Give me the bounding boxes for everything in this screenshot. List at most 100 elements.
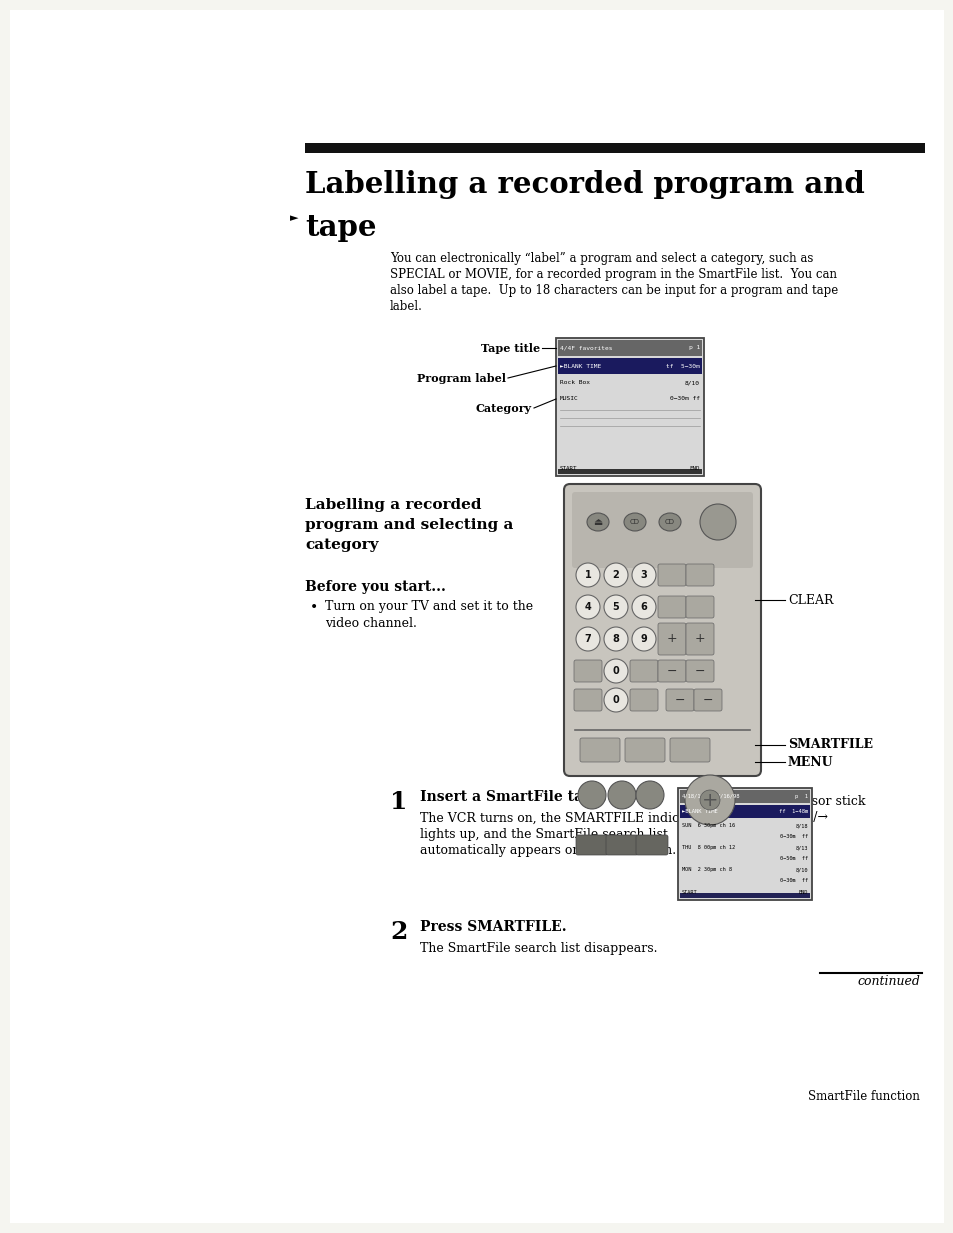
Text: 0−50m  ff: 0−50m ff [779, 857, 807, 862]
Text: 1: 1 [584, 570, 591, 580]
FancyBboxPatch shape [629, 660, 658, 682]
FancyBboxPatch shape [563, 485, 760, 776]
Text: video channel.: video channel. [325, 616, 416, 630]
Text: 8: 8 [612, 634, 618, 644]
Circle shape [578, 780, 605, 809]
Circle shape [631, 628, 656, 651]
Text: ►BLANK TIME: ►BLANK TIME [559, 364, 600, 369]
Circle shape [603, 658, 627, 683]
Text: −: − [666, 665, 677, 677]
Text: 8/10: 8/10 [795, 868, 807, 873]
Text: •: • [310, 600, 318, 614]
Ellipse shape [586, 513, 608, 531]
Text: SUN  6 30pm ch 16: SUN 6 30pm ch 16 [681, 824, 735, 829]
Text: p 1: p 1 [688, 345, 700, 350]
FancyBboxPatch shape [636, 835, 667, 854]
Text: 0−30m  ff: 0−30m ff [779, 878, 807, 884]
Circle shape [603, 563, 627, 587]
Text: Labelling a recorded: Labelling a recorded [305, 498, 481, 512]
Circle shape [603, 688, 627, 711]
Text: CLEAR: CLEAR [787, 593, 833, 607]
Text: 0: 0 [612, 666, 618, 676]
Text: 8/10: 8/10 [684, 381, 700, 386]
FancyBboxPatch shape [693, 689, 721, 711]
Text: 4: 4 [584, 602, 591, 612]
Text: Rock Box: Rock Box [559, 381, 589, 386]
Circle shape [631, 563, 656, 587]
FancyBboxPatch shape [658, 623, 685, 655]
Bar [679, 805, 809, 817]
Text: MENU: MENU [787, 756, 833, 768]
Text: 9: 9 [640, 634, 647, 644]
Text: p  1: p 1 [794, 794, 807, 799]
Circle shape [607, 780, 636, 809]
Text: THU  8 00pm ch 12: THU 8 00pm ch 12 [681, 846, 735, 851]
Text: Cursor stick: Cursor stick [787, 795, 864, 808]
Text: Turn on your TV and set it to the: Turn on your TV and set it to the [325, 600, 533, 613]
FancyBboxPatch shape [579, 739, 619, 762]
FancyBboxPatch shape [685, 563, 713, 586]
Text: OK: OK [787, 827, 807, 840]
Bar [678, 788, 811, 900]
Text: The VCR turns on, the SMARTFILE indicator: The VCR turns on, the SMARTFILE indicato… [419, 813, 704, 825]
FancyBboxPatch shape [669, 739, 709, 762]
Bar [558, 340, 701, 356]
Text: automatically appears on the TV screen.: automatically appears on the TV screen. [419, 845, 676, 857]
Text: 2: 2 [390, 920, 407, 944]
Bar [558, 469, 701, 473]
Circle shape [603, 628, 627, 651]
Text: 4/4F favorites: 4/4F favorites [559, 345, 612, 350]
Text: Tape title: Tape title [480, 343, 539, 354]
Text: 8/13: 8/13 [795, 846, 807, 851]
FancyBboxPatch shape [685, 596, 713, 618]
Text: 1: 1 [390, 790, 407, 814]
Text: END: END [798, 889, 807, 894]
Ellipse shape [623, 513, 645, 531]
Circle shape [576, 628, 599, 651]
Text: CD: CD [629, 519, 639, 525]
FancyBboxPatch shape [576, 835, 607, 854]
Text: also label a tape.  Up to 18 characters can be input for a program and tape: also label a tape. Up to 18 characters c… [390, 284, 838, 297]
Text: 6: 6 [640, 602, 647, 612]
FancyBboxPatch shape [665, 689, 693, 711]
FancyBboxPatch shape [658, 596, 685, 618]
Text: SmartFile function: SmartFile function [807, 1090, 919, 1104]
FancyBboxPatch shape [605, 835, 638, 854]
Text: MON  2 30pm ch 8: MON 2 30pm ch 8 [681, 868, 731, 873]
Text: END: END [689, 466, 700, 471]
Circle shape [576, 563, 599, 587]
Bar [558, 358, 701, 374]
Text: The SmartFile search list disappears.: The SmartFile search list disappears. [419, 942, 657, 956]
Bar [556, 338, 703, 476]
FancyBboxPatch shape [629, 689, 658, 711]
Text: 3: 3 [640, 570, 647, 580]
Text: 0: 0 [612, 695, 618, 705]
Text: label.: label. [390, 300, 422, 313]
Text: START: START [559, 466, 577, 471]
Text: 2: 2 [612, 570, 618, 580]
Bar [305, 143, 924, 153]
Text: tape: tape [305, 213, 376, 242]
Ellipse shape [659, 513, 680, 531]
Text: SPECIAL or MOVIE, for a recorded program in the SmartFile list.  You can: SPECIAL or MOVIE, for a recorded program… [390, 268, 836, 281]
Text: 4/18/10/98-8/16/98: 4/18/10/98-8/16/98 [681, 794, 740, 799]
Text: +: + [701, 790, 718, 810]
Text: 0−30m  ff: 0−30m ff [779, 835, 807, 840]
Text: Press SMARTFILE.: Press SMARTFILE. [419, 920, 566, 935]
Text: ►: ► [290, 213, 298, 223]
Text: continued: continued [856, 975, 919, 988]
Text: Labelling a recorded program and: Labelling a recorded program and [305, 170, 863, 199]
FancyBboxPatch shape [572, 492, 752, 568]
Text: CD: CD [664, 519, 675, 525]
Circle shape [603, 596, 627, 619]
FancyBboxPatch shape [658, 660, 685, 682]
Text: ⏏: ⏏ [593, 517, 602, 526]
Text: 5: 5 [612, 602, 618, 612]
FancyBboxPatch shape [685, 623, 713, 655]
Text: 0−30m ff: 0−30m ff [669, 397, 700, 402]
Text: lights up, and the SmartFile search list: lights up, and the SmartFile search list [419, 829, 667, 841]
Text: MUSIC: MUSIC [559, 397, 578, 402]
Text: 7: 7 [584, 634, 591, 644]
Text: ↑/↓/→: ↑/↓/→ [787, 811, 827, 824]
Bar [679, 790, 809, 803]
